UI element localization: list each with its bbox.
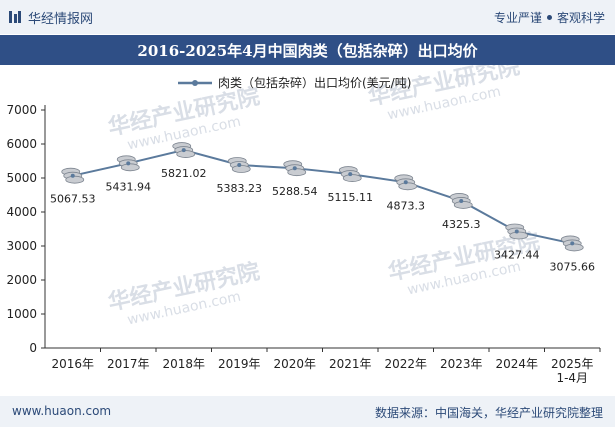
separator-dot-icon bbox=[546, 15, 552, 20]
y-tick-label: 2000 bbox=[6, 273, 37, 287]
coin-shape bbox=[176, 150, 196, 158]
x-tick-label: 2024年 bbox=[495, 357, 538, 371]
y-tick-label: 4000 bbox=[6, 205, 37, 219]
data-label: 3427.44 bbox=[494, 248, 540, 261]
footer-website[interactable]: www.huaon.com bbox=[12, 404, 112, 418]
data-point bbox=[126, 161, 131, 166]
footer: www.huaon.com 数据来源：中国海关，华经产业研究院整理 bbox=[0, 396, 615, 427]
data-label: 3075.66 bbox=[550, 260, 596, 273]
x-tick-label: 2025年 1-4月 bbox=[551, 357, 594, 385]
x-tick-label: 2016年 bbox=[51, 357, 94, 371]
coin-shape bbox=[509, 231, 529, 240]
x-tick-label: 2022年 bbox=[384, 357, 427, 371]
y-tick-label: 5000 bbox=[6, 171, 37, 185]
legend-marker bbox=[192, 80, 198, 86]
coin-shape bbox=[120, 163, 140, 172]
slogan-left: 专业严谨 bbox=[493, 11, 542, 25]
data-point bbox=[570, 241, 575, 246]
data-point bbox=[348, 172, 353, 177]
y-tick-label: 7000 bbox=[6, 103, 37, 117]
data-point bbox=[181, 148, 186, 153]
slogan-right: 客观科学 bbox=[556, 11, 605, 25]
x-tick-label: 2020年 bbox=[273, 357, 316, 371]
coin-shape bbox=[564, 243, 584, 252]
x-tick-label: 2018年 bbox=[162, 357, 205, 371]
top-bar: 华经情报网 专业严谨 客观科学 bbox=[0, 0, 615, 34]
data-point bbox=[70, 173, 75, 178]
data-label: 5821.02 bbox=[161, 167, 207, 180]
coin-shape bbox=[342, 174, 362, 182]
data-point bbox=[237, 162, 242, 167]
series-line bbox=[72, 149, 573, 245]
data-label: 4325.3 bbox=[442, 218, 481, 231]
x-tick-label: 2021年 bbox=[329, 357, 372, 371]
legend-label: 肉类（包括杂碎）出口均价(美元/吨) bbox=[218, 75, 411, 90]
axes: 0 1000 2000 3000 4000 5000 6000 7000 2016年 2017年 2… bbox=[6, 103, 601, 385]
coin-shape bbox=[231, 165, 251, 173]
data-label: 4873.3 bbox=[387, 199, 426, 212]
coin-shape bbox=[65, 175, 85, 184]
data-point bbox=[292, 166, 297, 171]
brand[interactable]: 华经情报网 bbox=[8, 8, 94, 27]
brand-name: 华经情报网 bbox=[28, 11, 94, 27]
x-tick-label: 2017年 bbox=[107, 357, 150, 371]
data-label: 5115.11 bbox=[328, 191, 374, 204]
coin-shape bbox=[453, 201, 473, 209]
y-tick-label: 6000 bbox=[6, 137, 37, 151]
y-tick-label: 0 bbox=[29, 341, 37, 355]
coin-shape bbox=[398, 182, 418, 191]
x-tick-label: 2019年 bbox=[218, 357, 261, 371]
legend: 肉类（包括杂碎）出口均价(美元/吨) bbox=[178, 75, 411, 90]
footer-source: 数据来源：中国海关，华经产业研究院整理 bbox=[374, 406, 603, 420]
chart-title: 2016-2025年4月中国肉类（包括杂碎）出口均价 bbox=[0, 35, 615, 65]
x-tick-label: 2023年 bbox=[440, 357, 483, 371]
y-tick-label: 3000 bbox=[6, 239, 37, 253]
coin-stack-icon bbox=[61, 167, 85, 184]
line-chart: 华经产业研究院www.huaon.com华经产业研究院www.huaon.com… bbox=[6, 65, 601, 385]
data-label: 5383.23 bbox=[217, 182, 263, 195]
data-point bbox=[403, 180, 408, 185]
slogan: 专业严谨 客观科学 bbox=[494, 9, 605, 26]
watermarks: 华经产业研究院www.huaon.com华经产业研究院www.huaon.com… bbox=[106, 65, 542, 328]
data-point bbox=[459, 198, 464, 203]
data-point bbox=[514, 229, 519, 234]
data-label: 5431.94 bbox=[106, 180, 152, 193]
data-label: 5067.53 bbox=[50, 193, 96, 206]
brand-logo-icon bbox=[9, 11, 21, 23]
y-tick-label: 1000 bbox=[6, 307, 37, 321]
data-label: 5288.54 bbox=[272, 185, 318, 198]
series: 5067.53 5431.94 5821.02 5383.23 5288.54 5115.… bbox=[50, 142, 596, 273]
coin-shape bbox=[287, 168, 307, 177]
